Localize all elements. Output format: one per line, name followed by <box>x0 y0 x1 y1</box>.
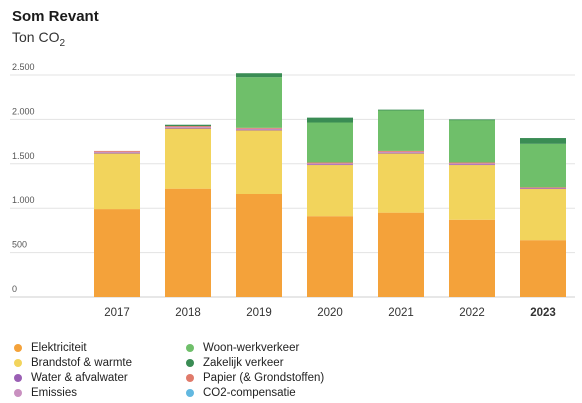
legend-item-zakelijk-verkeer[interactable]: Zakelijk verkeer <box>186 357 284 369</box>
bar-segment-woon-werkverkeer <box>378 110 424 151</box>
legend-label: CO2-compensatie <box>203 387 296 399</box>
x-tick-label: 2019 <box>246 307 272 319</box>
bar-segment-brandstof-warmte <box>449 164 495 220</box>
subtitle-subscript: 2 <box>59 37 66 49</box>
bar-segment-zakelijk-verkeer <box>520 138 566 144</box>
bar-segment-water-afvalwater <box>94 152 140 154</box>
bar-segment-papier-grondstoffen <box>307 162 353 164</box>
bar-segment-emissies <box>236 128 282 130</box>
bar-segment-emissies <box>378 151 424 153</box>
x-tick-label: 2022 <box>459 307 485 319</box>
bar-segment-elektriciteit <box>520 240 566 297</box>
bar-segment-emissies <box>94 151 140 153</box>
x-tick-label: 2017 <box>104 307 130 319</box>
legend-item-papier-grondstoffen[interactable]: Papier (& Grondstoffen) <box>186 372 324 384</box>
y-tick-label: 1.500 <box>12 151 35 161</box>
bar-segment-woon-werkverkeer <box>307 122 353 163</box>
bar-segment-zakelijk-verkeer <box>165 124 211 127</box>
bar-segment-papier-grondstoffen <box>94 150 140 152</box>
bar-chart: 0 500 1.000 1.500 2.000 2.500 2017 2018 2019 2020… <box>10 62 575 319</box>
legend-label: Papier (& Grondstoffen) <box>203 372 325 384</box>
legend-dot-icon <box>14 389 22 397</box>
bar-segment-elektriciteit <box>307 216 353 297</box>
bar-segment-woon-werkverkeer <box>236 77 282 128</box>
bar-segment-water-afvalwater <box>378 152 424 154</box>
bar-segment-elektriciteit <box>236 193 282 297</box>
chart-title: Som Revant <box>12 8 99 25</box>
bar-segment-papier-grondstoffen <box>520 187 566 189</box>
legend-item-emissies[interactable]: Emissies <box>14 387 77 399</box>
bar-segment-papier-grondstoffen <box>378 150 424 152</box>
bar-segment-woon-werkverkeer <box>449 119 495 163</box>
legend-dot-icon <box>186 344 194 352</box>
bar-segment-water-afvalwater <box>165 127 211 129</box>
bar-segment-papier-grondstoffen <box>236 127 282 129</box>
y-tick-label: 2.500 <box>12 62 35 72</box>
bar-segment-brandstof-warmte <box>520 188 566 241</box>
bar-segment-emissies <box>520 187 566 189</box>
bar-segment-elektriciteit <box>165 188 211 297</box>
bar-segment-woon-werkverkeer <box>520 143 566 188</box>
y-tick-label: 2.000 <box>12 106 35 116</box>
legend-dot-icon <box>14 374 22 382</box>
legend-label: Water & afvalwater <box>31 372 128 384</box>
bar-segment-brandstof-warmte <box>94 153 140 210</box>
bar-segment-papier-grondstoffen <box>449 162 495 164</box>
x-tick-label: 2021 <box>388 307 414 319</box>
y-tick-label: 1.000 <box>12 195 35 205</box>
subtitle-text: Ton CO <box>12 29 60 45</box>
x-tick-label: 2018 <box>175 307 201 319</box>
bar-segment-brandstof-warmte <box>307 164 353 217</box>
bar-segment-emissies <box>165 126 211 128</box>
bar-segment-water-afvalwater <box>236 129 282 131</box>
bar-segment-zakelijk-verkeer <box>378 109 424 111</box>
bar-segment-water-afvalwater <box>307 164 353 166</box>
legend-item-water-afvalwater[interactable]: Water & afvalwater <box>14 372 128 384</box>
chart-subtitle: Ton CO2 <box>12 29 65 49</box>
legend-item-elektriciteit[interactable]: Elektriciteit <box>14 342 87 354</box>
legend-dot-icon <box>14 359 22 367</box>
bar-segment-emissies <box>449 163 495 165</box>
bar-segment-water-afvalwater <box>520 188 566 190</box>
x-tick-label: 2023 <box>530 307 556 319</box>
bar-segment-water-afvalwater <box>449 164 495 166</box>
legend-label: Emissies <box>31 387 78 399</box>
y-tick-label: 0 <box>12 284 17 294</box>
legend-label: Zakelijk verkeer <box>203 357 284 369</box>
bar-segment-elektriciteit <box>378 212 424 297</box>
y-tick-label: 500 <box>12 240 27 250</box>
legend-item-co2-compensatie[interactable]: CO2-compensatie <box>186 387 296 399</box>
bar-segment-brandstof-warmte <box>165 128 211 189</box>
legend-item-brandstof-warmte[interactable]: Brandstof & warmte <box>14 357 132 369</box>
bar-segment-zakelijk-verkeer <box>307 117 353 123</box>
legend-label: Woon-werkverkeer <box>203 342 300 354</box>
bar-segment-brandstof-warmte <box>378 153 424 213</box>
legend-label: Brandstof & warmte <box>31 357 132 369</box>
bar-segment-elektriciteit <box>449 219 495 297</box>
legend-label: Elektriciteit <box>31 342 87 354</box>
bar-segment-elektriciteit <box>94 209 140 297</box>
legend-dot-icon <box>14 344 22 352</box>
bar-segment-emissies <box>307 163 353 165</box>
x-tick-label: 2020 <box>317 307 343 319</box>
bar-segment-zakelijk-verkeer <box>236 73 282 78</box>
bar-segment-brandstof-warmte <box>236 130 282 194</box>
bar-segment-zakelijk-verkeer <box>449 119 495 121</box>
legend-dot-icon <box>186 359 194 367</box>
bar-segment-papier-grondstoffen <box>165 126 211 127</box>
legend-dot-icon <box>186 389 194 397</box>
legend-item-woon-werkverkeer[interactable]: Woon-werkverkeer <box>186 342 299 354</box>
legend-dot-icon <box>186 374 194 382</box>
